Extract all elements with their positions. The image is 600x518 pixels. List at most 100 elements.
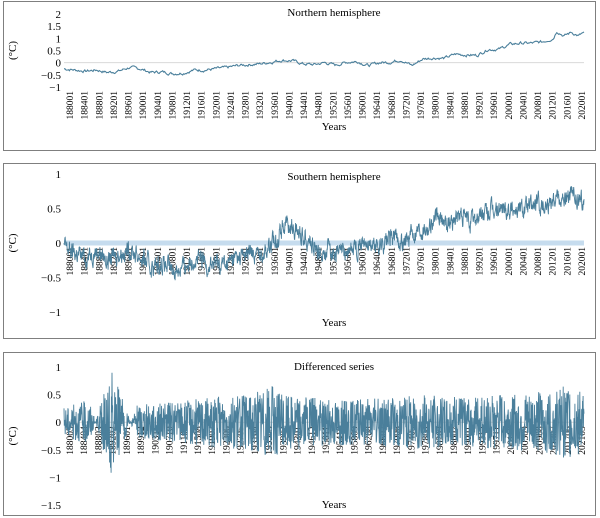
x-tick-label: 199601	[490, 91, 500, 120]
chart-title: Differenced series	[294, 361, 374, 373]
x-tick-label: 200401	[519, 91, 529, 120]
x-tick-label: 189201	[110, 91, 120, 120]
x-tick-label: 195201	[329, 247, 339, 276]
x-tick-label: 189601	[125, 91, 135, 120]
y-axis-label: (°C)	[7, 41, 19, 60]
chart-title: Southern hemisphere	[287, 171, 380, 183]
x-tick-label: 188005	[66, 426, 76, 455]
y-tick-label: 0	[56, 58, 62, 70]
x-tick-label: 194401	[300, 247, 310, 276]
x-tick-label: 197601	[417, 91, 427, 120]
x-tick-label: 201601	[563, 247, 573, 276]
x-tick-label: 201201	[549, 91, 559, 120]
chart-panel-northern: Northern hemisphere (°C) −1 −0.5 0 0.5 1 1.5 2 18…	[3, 1, 596, 151]
y-tick-label: −1	[49, 82, 61, 94]
y-tick-label: −0.5	[41, 273, 61, 285]
x-tick-label: 188803	[94, 426, 104, 455]
x-tick-label: 199601	[490, 247, 500, 276]
x-tick-label: 196801	[388, 91, 398, 120]
x-tick-label: 202001	[578, 247, 588, 276]
x-axis-label: Years	[322, 317, 347, 329]
x-tick-label: 188001	[66, 91, 76, 120]
x-tick-label: 195201	[329, 91, 339, 120]
series-line	[63, 186, 585, 281]
x-tick-label: 201706	[564, 426, 574, 455]
x-tick-label: 188801	[95, 91, 105, 120]
x-tick-label: 198801	[461, 247, 471, 276]
x-tick-label: 193902	[279, 426, 289, 455]
x-tick-label: 188801	[95, 247, 105, 276]
x-tick-label: 200401	[519, 247, 529, 276]
chart-northern: Northern hemisphere (°C) −1−0.500.511.52 18…	[7, 7, 588, 133]
x-tick-label: 195011	[322, 426, 332, 454]
x-tick-label: 195601	[344, 91, 354, 120]
x-tick-label: 193201	[256, 247, 266, 276]
y-tick-label: −1	[49, 472, 61, 484]
y-tick-label: 1	[56, 33, 62, 45]
x-tick-label: 188404	[80, 426, 90, 455]
y-tick-label: 1	[56, 169, 62, 181]
x-tick-label: 200001	[505, 247, 515, 276]
series-line	[63, 372, 585, 473]
x-tick-label: 194001	[285, 247, 295, 276]
y-tick-label: 2	[56, 9, 62, 21]
x-tick-label: 200509	[521, 426, 531, 455]
x-tick-label: 198401	[446, 91, 456, 120]
chart-panel-differenced: Differenced series (°C) −1.5 −1 −0.5 0 0.5 1 188…	[3, 352, 596, 516]
x-tick-label: 196401	[373, 247, 383, 276]
x-tick-label: 200001	[505, 91, 515, 120]
x-tick-label: 199201	[476, 247, 486, 276]
x-tick-label: 196001	[359, 247, 369, 276]
x-tick-label: 197405	[407, 426, 417, 455]
x-tick-label: 191508	[194, 426, 204, 455]
x-tick-label: 192801	[242, 91, 252, 120]
x-tick-label: 191109	[180, 426, 190, 454]
x-tick-label: 200801	[534, 91, 544, 120]
x-tick-label: 191601	[198, 91, 208, 120]
y-tick-label: −0.5	[41, 70, 61, 82]
y-tick-label: −1	[49, 307, 61, 319]
x-tick-label: 198001	[432, 247, 442, 276]
x-tick-label: 192001	[212, 91, 222, 120]
x-tick-label: 188001	[66, 247, 76, 276]
x-tick-label: 189201	[110, 247, 120, 276]
x-tick-label: 196401	[373, 91, 383, 120]
x-tick-label: 199711	[493, 426, 503, 454]
y-axis-label: (°C)	[7, 233, 19, 252]
y-tick-label: 0.5	[47, 390, 61, 402]
x-tick-label: 191201	[183, 247, 193, 276]
x-tick-label: 200801	[534, 247, 544, 276]
y-tick-label: 1	[56, 362, 62, 374]
x-tick-label: 197201	[402, 247, 412, 276]
x-tick-label: 190801	[168, 91, 178, 120]
x-tick-label: 196801	[388, 247, 398, 276]
chart-title: Northern hemisphere	[287, 7, 380, 19]
x-tick-label: 194801	[315, 91, 325, 120]
chart-differenced: Differenced series (°C) −1.5 −1 −0.5 0 0.5 1 188…	[7, 361, 588, 512]
y-tick-label: 0	[56, 238, 62, 250]
x-tick-label: 193201	[256, 91, 266, 120]
x-tick-label: 197601	[417, 247, 427, 276]
x-tick-label: 192801	[242, 247, 252, 276]
x-tick-label: 190001	[139, 91, 149, 120]
x-tick-label: 198203	[436, 426, 446, 455]
x-tick-label: 201601	[563, 91, 573, 120]
x-tick-label: 193601	[271, 91, 281, 120]
x-tick-label: 198001	[432, 91, 442, 120]
chart-southern: Southern hemisphere (°C) −1 −0.5 0 0.5 1 188001…	[7, 169, 588, 329]
x-tick-label: 190801	[168, 247, 178, 276]
x-tick-label: 196001	[359, 91, 369, 120]
chart-panel-southern: Southern hemisphere (°C) −1 −0.5 0 0.5 1 188001…	[3, 163, 596, 339]
x-tick-label: 193503	[265, 426, 275, 455]
x-axis-label: Years	[322, 121, 347, 133]
x-tick-label: 189601	[125, 247, 135, 276]
x-tick-label: 200908	[535, 426, 545, 455]
y-axis-label: (°C)	[7, 426, 19, 445]
x-axis-label: Years	[322, 499, 347, 511]
x-tick-label: 193104	[251, 426, 261, 455]
x-tick-label: 194801	[315, 247, 325, 276]
series-line	[63, 31, 585, 76]
x-tick-label: 190401	[154, 91, 164, 120]
x-tick-label: 189601	[123, 426, 133, 455]
x-tick-label: 194001	[285, 91, 295, 120]
